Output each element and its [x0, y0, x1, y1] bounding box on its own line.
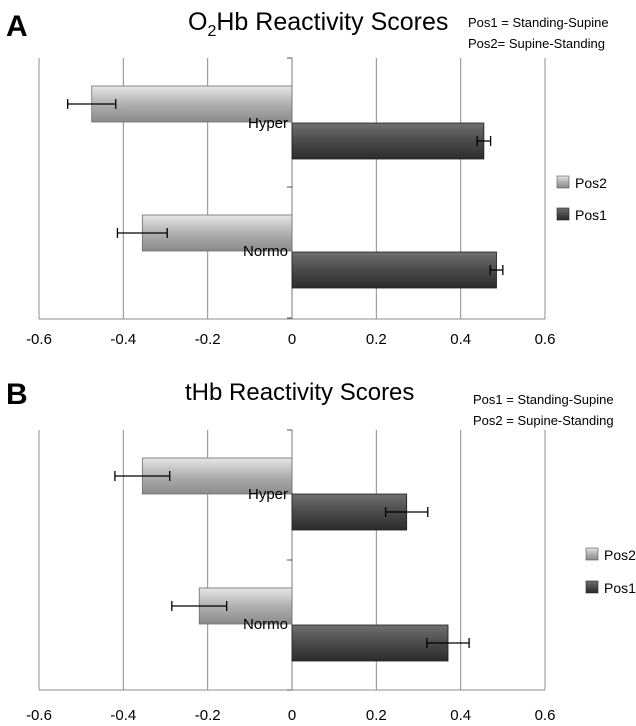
bar-hyper-pos1 [291, 122, 485, 160]
note-line: Pos1 = Standing-Supine [473, 392, 614, 407]
x-tick-label: 0.2 [366, 707, 387, 721]
legend: Pos2 Pos1 [556, 175, 607, 223]
bar-normo-pos1 [291, 251, 497, 289]
panel-a: A O2Hb Reactivity Scores Pos1 = Standing… [6, 8, 609, 348]
legend-label-pos1: Pos1 [575, 207, 607, 223]
x-axis-ticks: -0.6 -0.4 -0.2 0 0.2 0.4 0.6 [26, 707, 556, 724]
bars: Hyper Normo [114, 457, 470, 662]
x-tick-label: 0.4 [450, 707, 471, 721]
x-tick-label: 0.6 [535, 331, 556, 348]
legend-label-pos1: Pos1 [604, 580, 636, 596]
legend: Pos2 Pos1 [585, 547, 636, 596]
note-line: Pos2 = Supine-Standing [473, 413, 614, 428]
category-label: Hyper [248, 486, 288, 503]
title-rest: Hb Reactivity Scores [216, 8, 448, 36]
title-main: O [188, 8, 207, 36]
note-line: Pos1 = Standing-Supine [468, 15, 609, 30]
x-tick-label: -0.6 [26, 331, 52, 348]
chart-title: tHb Reactivity Scores [185, 379, 414, 406]
legend-label-pos2: Pos2 [604, 547, 636, 563]
x-tick-label: -0.6 [26, 707, 52, 721]
x-tick-label: 0 [288, 331, 296, 348]
x-tick-label: -0.2 [195, 331, 221, 348]
legend-label-pos2: Pos2 [575, 175, 607, 191]
legend-swatch-pos2 [585, 547, 599, 561]
x-tick-label: 0 [288, 707, 296, 721]
x-tick-label: -0.4 [110, 707, 136, 721]
chart-title: O2Hb Reactivity Scores [188, 8, 448, 40]
title-subscript: 2 [207, 23, 216, 40]
x-tick-label: -0.4 [110, 331, 136, 348]
category-label: Normo [243, 616, 288, 633]
x-tick-label: 0.6 [535, 707, 556, 721]
x-tick-label: 0.2 [366, 331, 387, 348]
category-label: Hyper [248, 115, 288, 132]
x-axis-ticks: -0.6 -0.4 -0.2 0 0.2 0.4 0.6 [26, 331, 555, 348]
note-line: Pos2= Supine-Standing [468, 36, 605, 51]
bar-hyper-pos2 [91, 85, 293, 123]
bar-normo-pos1 [291, 624, 449, 662]
panel-label: A [6, 10, 28, 43]
legend-swatch-pos2 [556, 175, 570, 189]
panel-b: B tHb Reactivity Scores Pos1 = Standing-… [6, 378, 636, 724]
bars: Hyper Normo [67, 85, 504, 289]
x-tick-label: -0.2 [195, 707, 221, 721]
legend-swatch-pos1 [556, 207, 570, 221]
x-tick-label: 0.4 [450, 331, 471, 348]
legend-swatch-pos1 [585, 580, 599, 594]
category-label: Normo [243, 243, 288, 260]
panel-label: B [6, 378, 28, 411]
